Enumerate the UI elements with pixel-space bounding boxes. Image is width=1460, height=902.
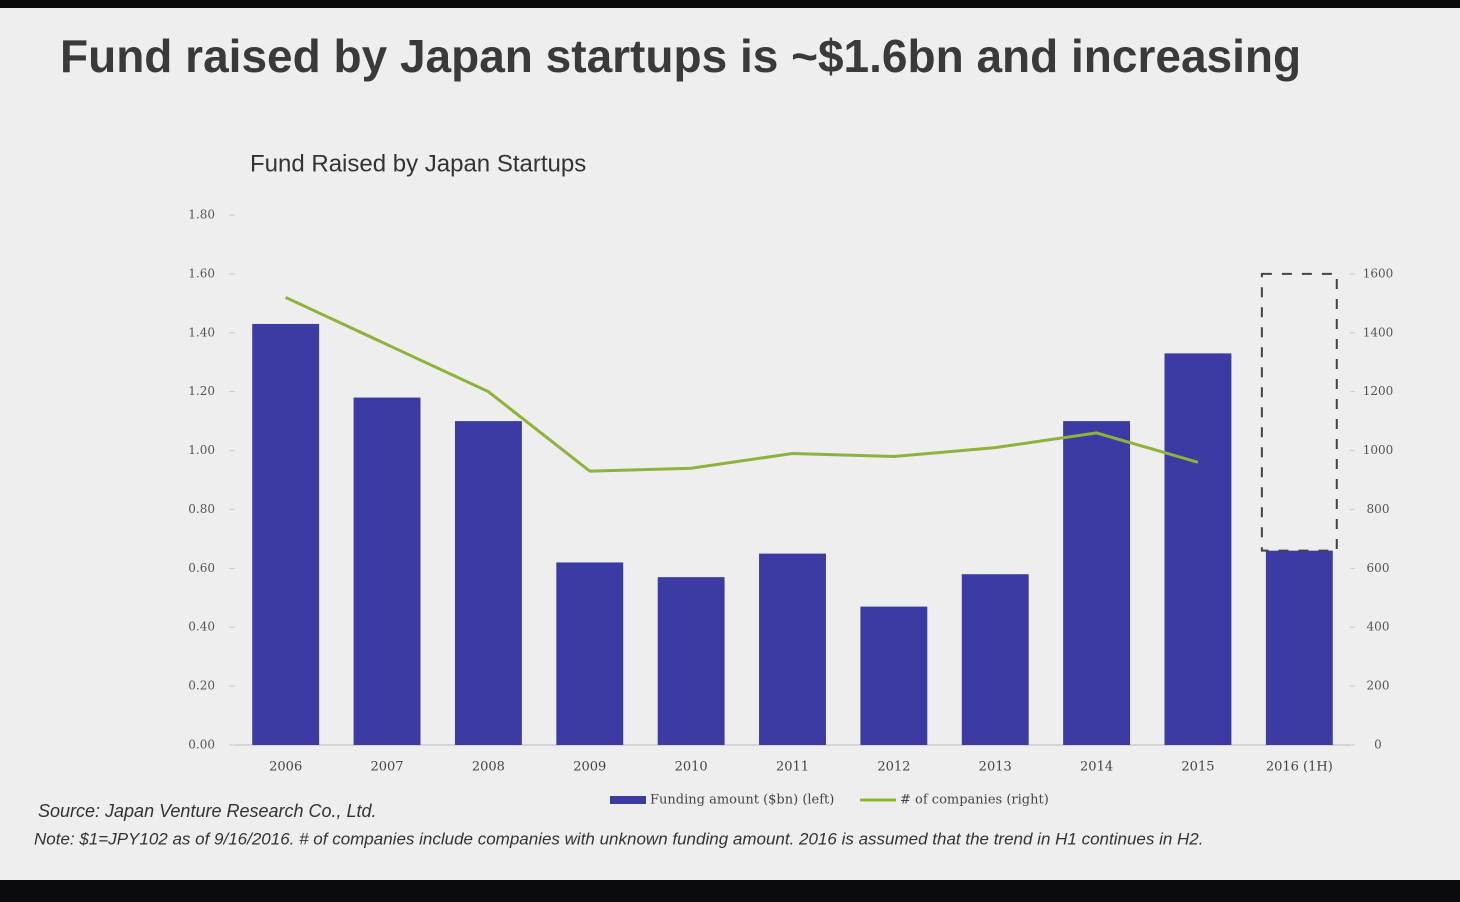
y2-tick-label: 200	[1367, 679, 1390, 693]
headline: Fund raised by Japan startups is ~$1.6bn…	[60, 30, 1301, 82]
y2-tick-label: 1600	[1363, 266, 1394, 280]
y2-tick-label: 1400	[1363, 325, 1394, 339]
bar	[1063, 421, 1131, 745]
line-series	[285, 296, 1199, 473]
bar	[1265, 550, 1333, 745]
bar	[353, 397, 421, 745]
y2-tick-label: 400	[1367, 620, 1390, 634]
legend-label: Funding amount ($bn) (left)	[650, 793, 834, 808]
x-tick-label: 2007	[370, 760, 403, 775]
x-tick-label: 2012	[877, 760, 910, 775]
source: Source: Japan Venture Research Co., Ltd.	[38, 801, 377, 821]
bar	[454, 421, 522, 745]
bar	[252, 323, 320, 745]
x-tick-label: 2016 (1H)	[1266, 760, 1333, 775]
x-tick-label: 2013	[979, 760, 1012, 775]
bar	[1164, 353, 1232, 745]
y2-tick-label: 800	[1367, 502, 1390, 516]
y2-tick-label: 1200	[1363, 384, 1394, 398]
bar	[657, 577, 725, 745]
y-tick-label: 0.60	[188, 561, 215, 575]
y-tick-label: 1.00	[188, 443, 215, 457]
y-tick-label: 0.80	[188, 502, 215, 516]
y2-tick-label: 1000	[1363, 443, 1394, 457]
bar	[556, 562, 624, 745]
note: Note: $1=JPY102 as of 9/16/2016. # of co…	[34, 829, 1204, 848]
x-tick-label: 2015	[1181, 760, 1214, 775]
legend-label: # of companies (right)	[900, 793, 1049, 808]
legend-swatch	[610, 796, 646, 804]
x-tick-label: 2014	[1080, 760, 1113, 775]
bar	[961, 574, 1029, 745]
slide-background	[0, 8, 1460, 880]
y-tick-label: 1.20	[188, 384, 215, 398]
y-tick-label: 0.20	[188, 679, 215, 693]
y-tick-label: 1.60	[188, 266, 215, 280]
x-tick-label: 2011	[776, 760, 809, 775]
x-tick-label: 2010	[675, 760, 708, 775]
bar	[860, 606, 928, 745]
y-tick-label: 0.00	[188, 738, 215, 752]
y2-tick-label: 600	[1367, 561, 1390, 575]
bar	[759, 553, 826, 745]
chart-title: Fund Raised by Japan Startups	[250, 150, 586, 177]
x-tick-label: 2008	[472, 760, 505, 775]
projection-box	[1260, 272, 1338, 552]
y2-tick-label: 0	[1374, 738, 1382, 752]
x-tick-label: 2009	[573, 760, 606, 775]
x-tick-label: 2006	[269, 760, 302, 775]
y-tick-label: 0.40	[188, 620, 215, 634]
y-tick-label: 1.80	[188, 208, 215, 222]
y-tick-label: 1.40	[188, 325, 215, 339]
